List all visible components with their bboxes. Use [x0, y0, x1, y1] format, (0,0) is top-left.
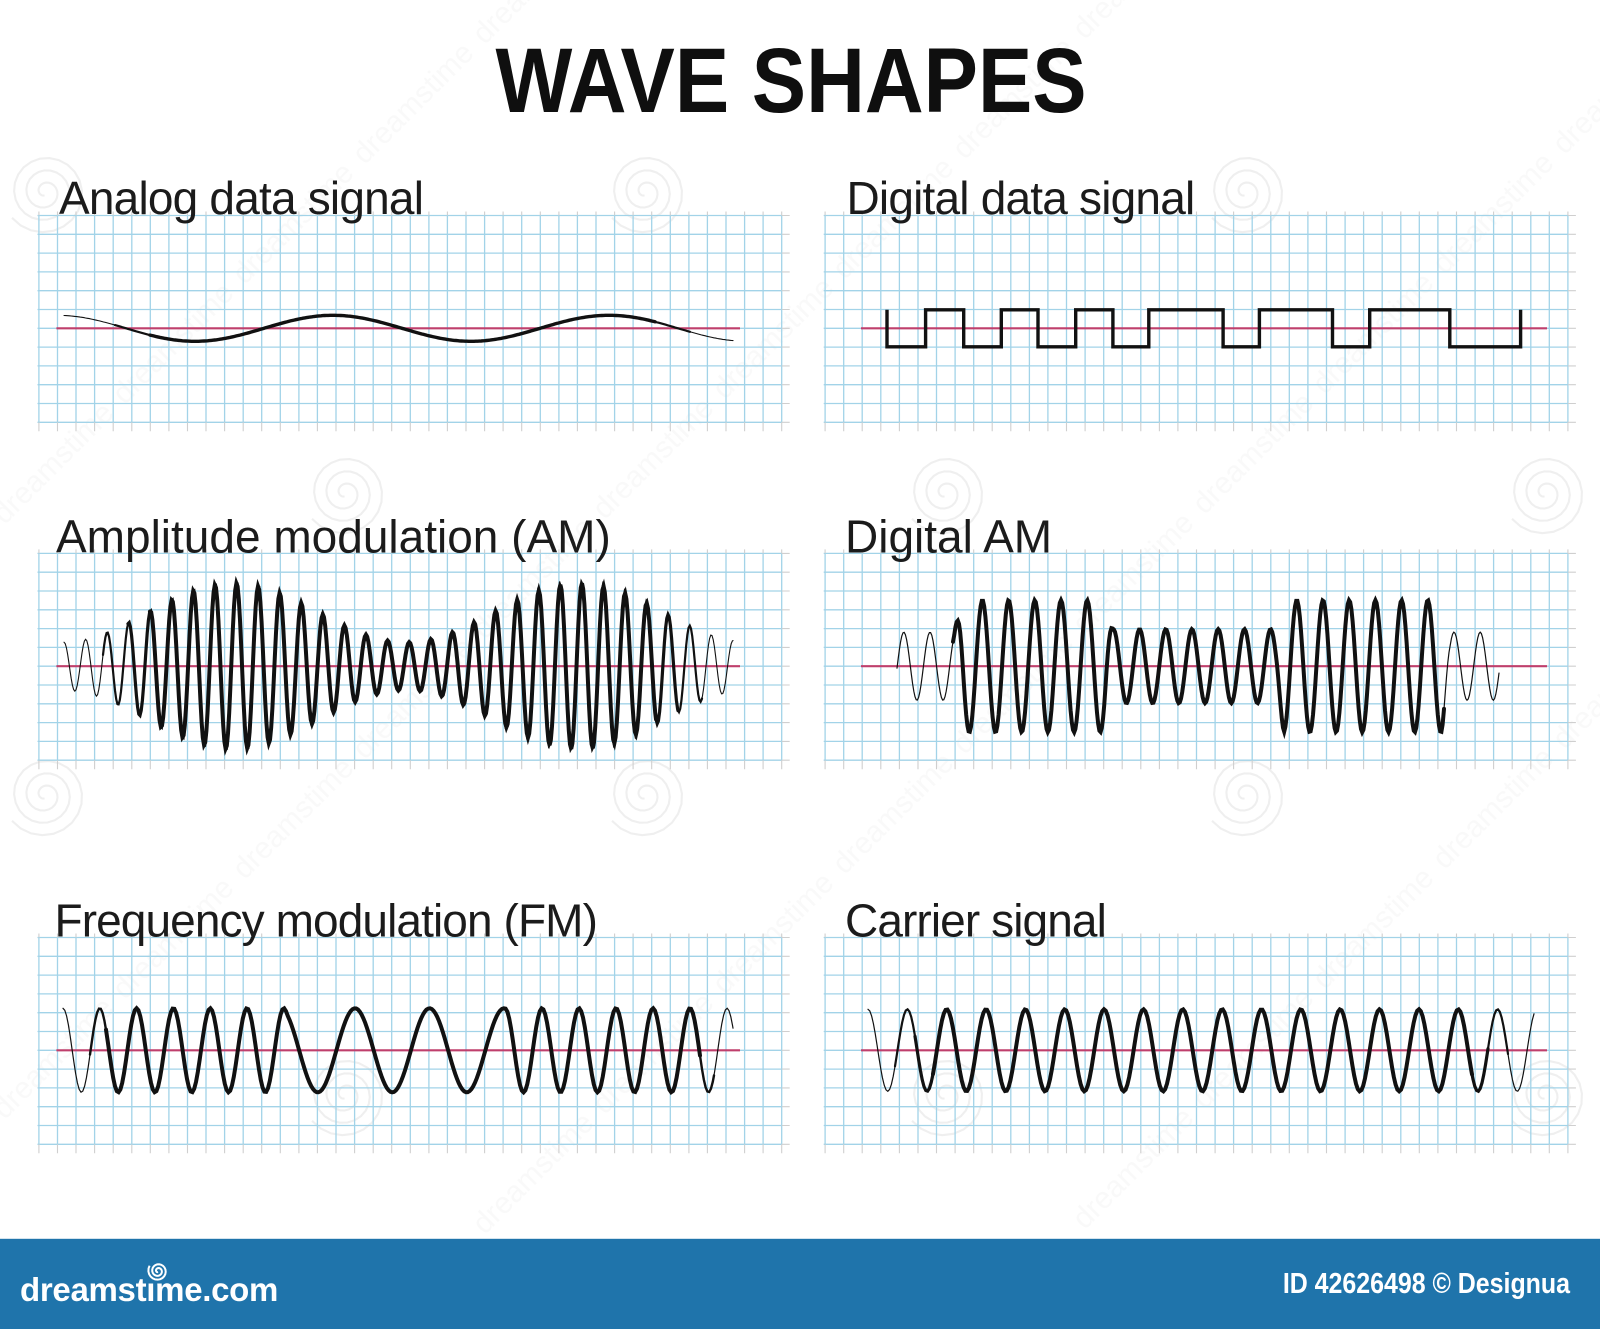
svg-text:Carrier signal: Carrier signal [845, 895, 1106, 947]
svg-text:WAVE SHAPES: WAVE SHAPES [495, 29, 1086, 132]
svg-text:Frequency modulation (FM): Frequency modulation (FM) [55, 895, 597, 947]
svg-text:Amplitude modulation (AM): Amplitude modulation (AM) [56, 511, 611, 563]
svg-text:Digital data signal: Digital data signal [847, 172, 1195, 224]
svg-text:dreamstıme.com: dreamstıme.com [20, 1271, 278, 1308]
svg-text:Analog data signal: Analog data signal [59, 172, 423, 224]
svg-text:ID 42626498 © Designua: ID 42626498 © Designua [1283, 1267, 1571, 1299]
svg-text:Digital AM: Digital AM [845, 511, 1052, 563]
